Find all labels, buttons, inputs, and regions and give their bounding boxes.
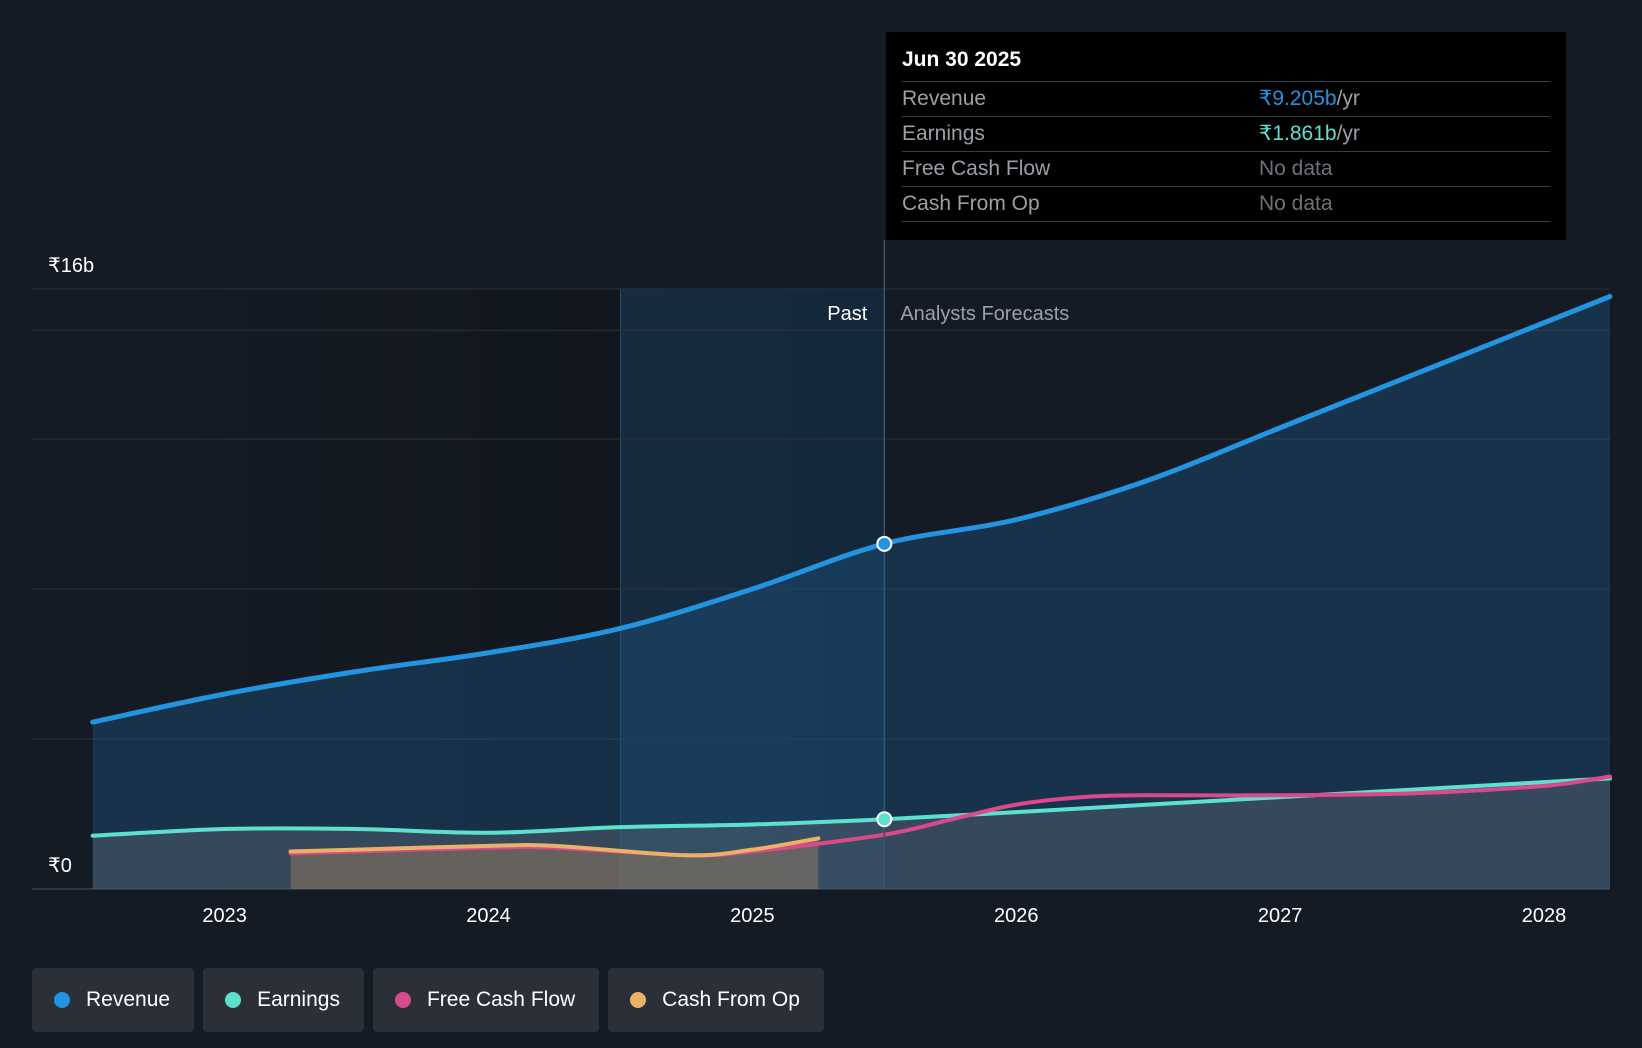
y-axis-max-label: ₹16b	[48, 255, 94, 277]
tooltip-value: ₹9.205b	[1259, 87, 1337, 110]
tooltip-row-revenue: Revenue ₹9.205b /yr	[902, 82, 1550, 117]
tooltip-label: Earnings	[902, 122, 985, 145]
tooltip-date: Jun 30 2025	[902, 46, 1550, 82]
cash-from-op-dot-icon	[630, 992, 647, 1008]
tooltip-row-free-cash-flow: Free Cash Flow No data	[902, 152, 1550, 187]
legend-item-earnings[interactable]: Earnings	[203, 968, 364, 1032]
earnings-dot-icon	[225, 992, 242, 1008]
cash-from-op-line	[288, 836, 821, 858]
legend-label: Cash From Op	[662, 988, 800, 1011]
tooltip-value: ₹1.861b	[1259, 122, 1337, 145]
legend-label: Earnings	[257, 988, 340, 1011]
x-tick-label: 2024	[466, 905, 511, 927]
x-tick-label: 2026	[994, 905, 1039, 927]
tooltip-unit: /yr	[1336, 87, 1360, 110]
tooltip-row-cash-from-op: Cash From Op No data	[902, 187, 1550, 222]
earnings-area	[92, 778, 1611, 889]
tooltip-row-earnings: Earnings ₹1.861b /yr	[902, 117, 1550, 152]
tooltip-value: No data	[1259, 157, 1333, 180]
legend-label: Free Cash Flow	[426, 988, 576, 1011]
legend-item-cash-from-op[interactable]: Cash From Op	[608, 968, 824, 1032]
revenue-marker	[876, 535, 893, 552]
forecast-label: Analysts Forecasts	[900, 303, 1069, 325]
free-cash-flow-dot-icon	[394, 992, 411, 1008]
tooltip-label: Revenue	[902, 87, 987, 110]
x-tick-label: 2023	[202, 905, 247, 927]
tooltip-unit: /yr	[1336, 122, 1360, 145]
x-tick-label: 2028	[1522, 905, 1567, 927]
x-tick-label: 2025	[730, 905, 775, 927]
legend: Revenue Earnings Free Cash Flow Cash Fro…	[32, 968, 824, 1032]
earnings-marker	[876, 811, 893, 828]
tooltip-value: No data	[1259, 192, 1333, 215]
legend-label: Revenue	[86, 988, 171, 1011]
y-axis-min-label: ₹0	[48, 855, 72, 877]
tooltip-label: Cash From Op	[902, 192, 1040, 215]
revenue-area	[92, 296, 1611, 889]
legend-item-revenue[interactable]: Revenue	[32, 968, 195, 1032]
tooltip-label: Free Cash Flow	[902, 157, 1051, 180]
legend-item-free-cash-flow[interactable]: Free Cash Flow	[372, 968, 600, 1032]
x-tick-label: 2027	[1258, 905, 1303, 927]
tooltip: Jun 30 2025 Revenue ₹9.205b /yr Earnings…	[886, 32, 1566, 240]
past-label: Past	[827, 303, 867, 325]
revenue-dot-icon	[54, 992, 70, 1008]
